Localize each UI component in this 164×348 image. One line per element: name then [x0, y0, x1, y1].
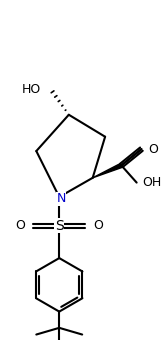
- Text: O: O: [94, 219, 103, 232]
- Text: O: O: [148, 143, 158, 156]
- Text: S: S: [55, 219, 64, 232]
- Text: O: O: [15, 219, 25, 232]
- Text: HO: HO: [22, 84, 41, 96]
- Text: N: N: [56, 192, 66, 205]
- Polygon shape: [93, 164, 122, 178]
- Text: OH: OH: [142, 176, 162, 189]
